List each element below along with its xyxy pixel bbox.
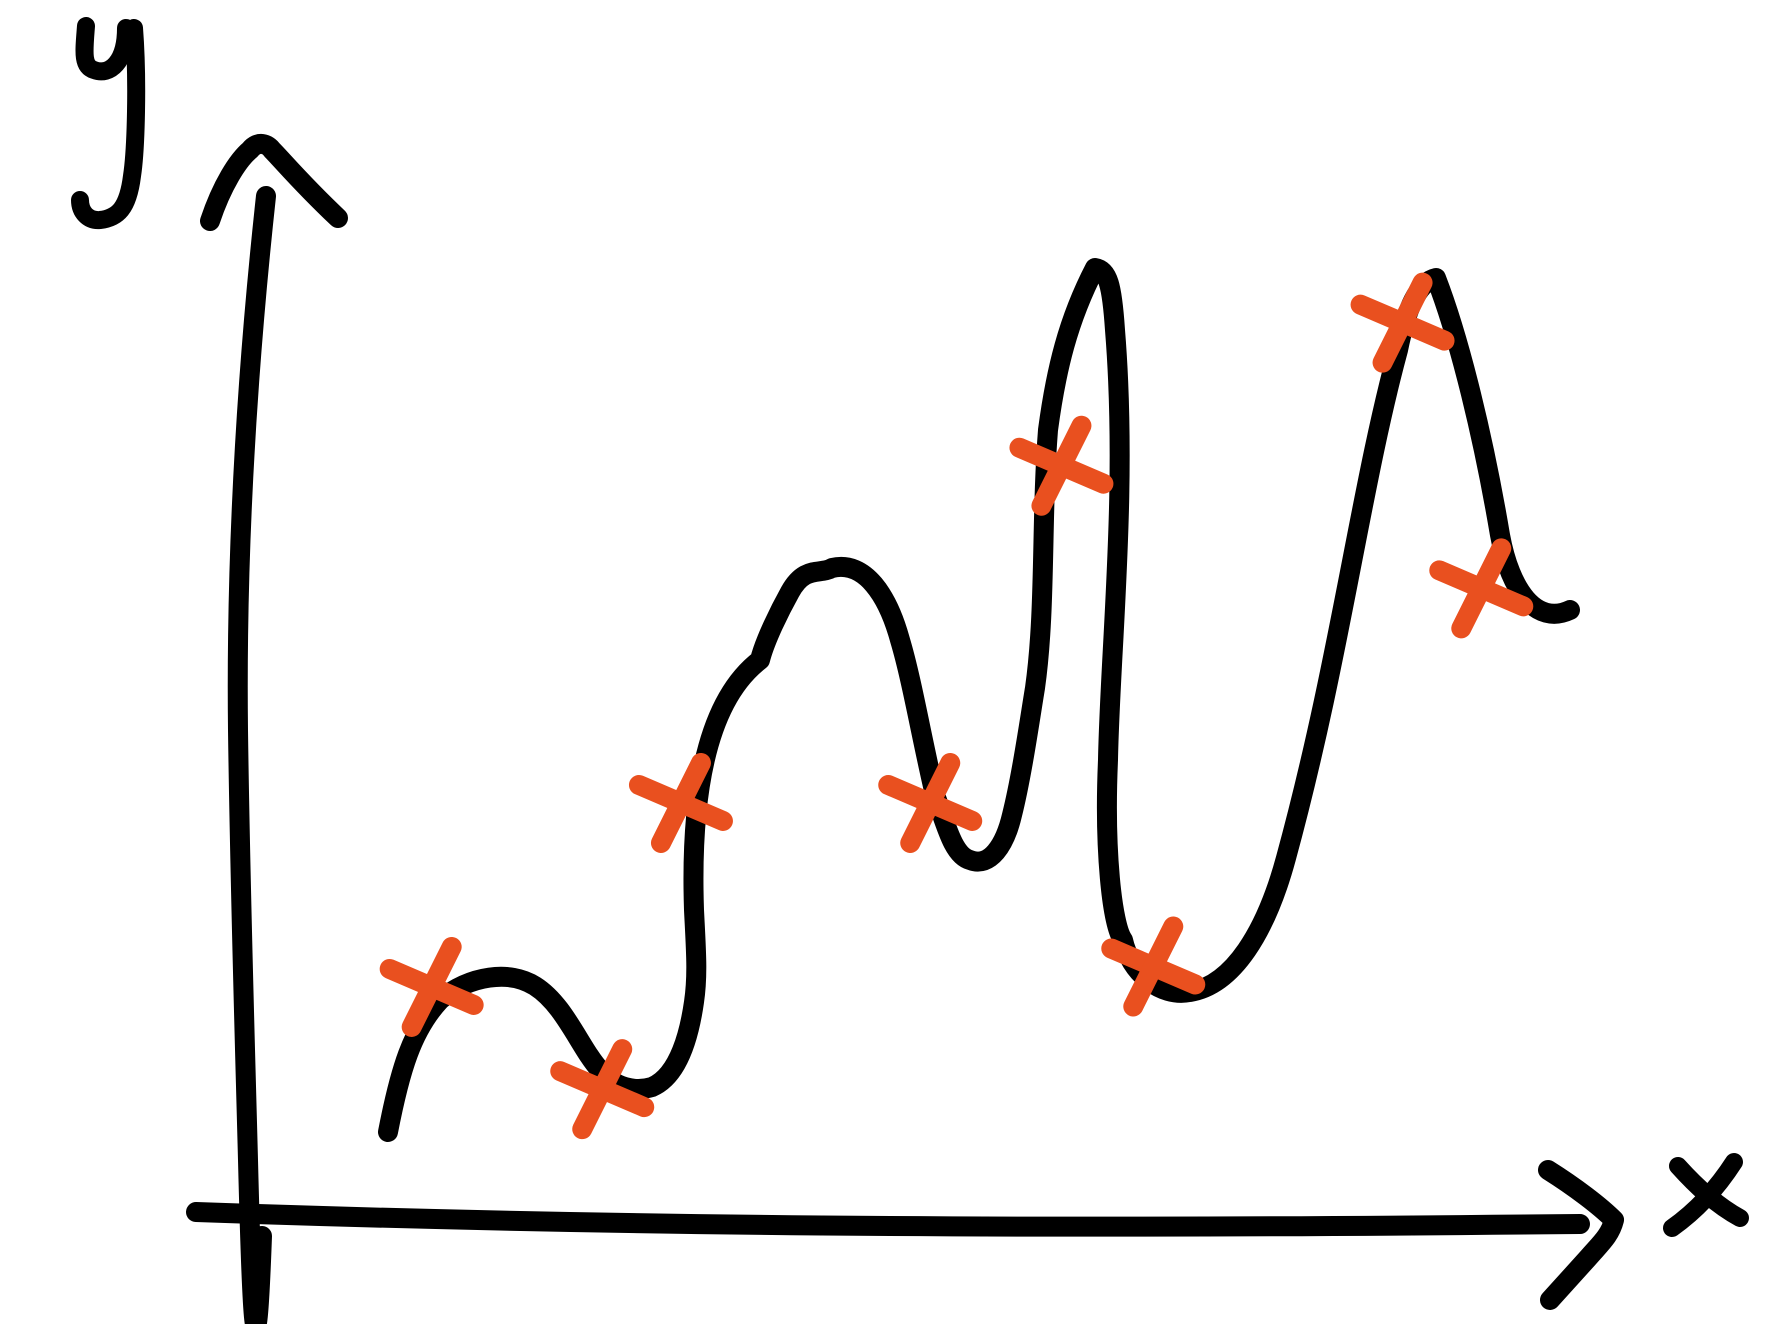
cross-marker-4 <box>878 752 983 853</box>
cross-stroke-b <box>1031 415 1092 516</box>
y-axis <box>227 186 276 1324</box>
y-axis-label-glyph <box>71 17 146 230</box>
cross-marker-8 <box>1429 538 1534 639</box>
cross-stroke-b <box>1451 538 1512 639</box>
cross-marker-5 <box>1009 415 1114 516</box>
cross-stroke-b <box>650 752 711 853</box>
cross-marker-7 <box>1350 272 1455 373</box>
cross-marker-2 <box>550 1039 655 1140</box>
cross-stroke-b <box>401 936 462 1037</box>
cross-stroke-b <box>1372 272 1433 373</box>
cross-stroke-b <box>572 1039 633 1140</box>
cross-marker-6 <box>1101 916 1206 1017</box>
x-axis-label-glyph <box>1663 1153 1749 1237</box>
cross-stroke-b <box>900 752 961 853</box>
series-curve <box>378 258 1580 1142</box>
cross-marker-1 <box>379 936 484 1037</box>
y-axis-arrowhead <box>200 134 348 231</box>
x-axis <box>186 1202 1590 1237</box>
cross-stroke-b <box>1123 916 1184 1017</box>
cross-markers <box>379 272 1534 1140</box>
cross-marker-3 <box>628 752 733 853</box>
x-axis-arrowhead <box>1538 1160 1624 1310</box>
